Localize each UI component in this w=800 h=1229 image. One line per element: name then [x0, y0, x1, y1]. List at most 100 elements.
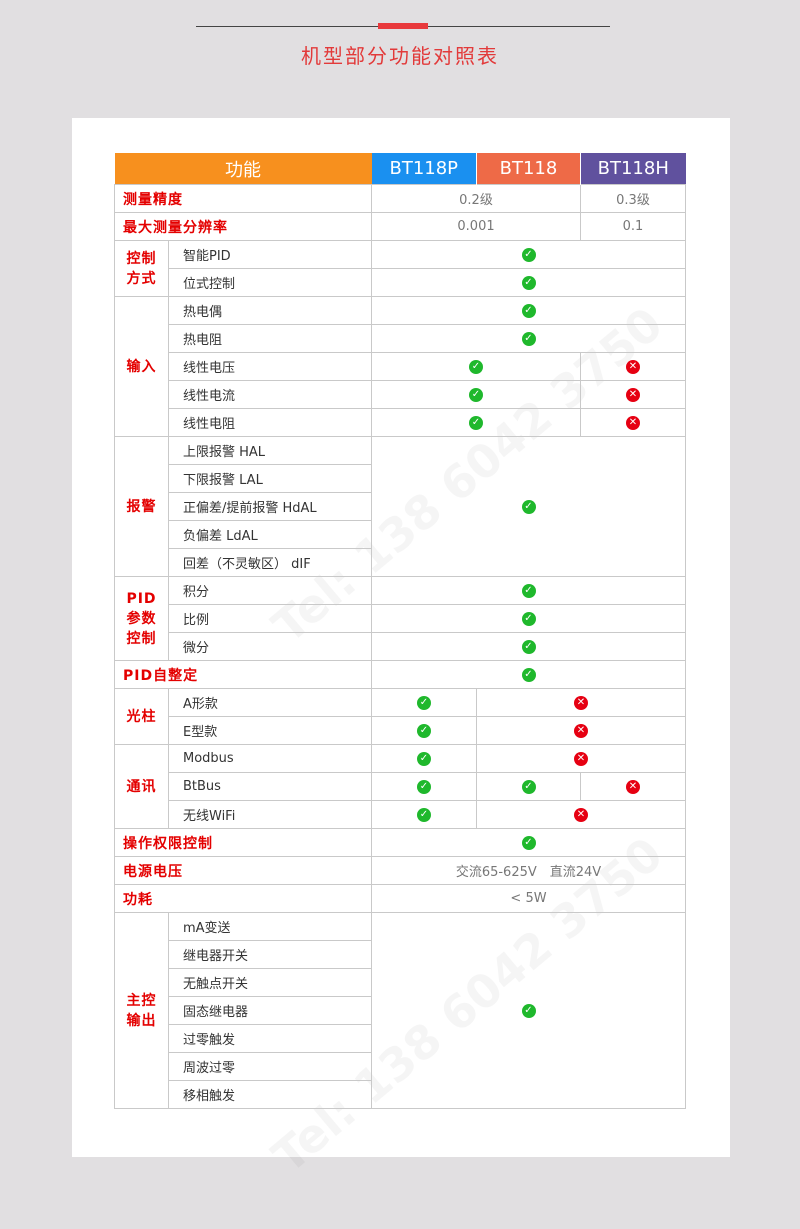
table-row: 最大测量分辨率 0.001 0.1 [114, 212, 686, 241]
feature-category: 操作权限控制 [114, 828, 372, 857]
table-row: 报警 上限报警 HAL ✓ [114, 436, 686, 577]
feature-category: 功耗 [114, 884, 372, 913]
feature-category: PID自整定 [114, 660, 372, 689]
feature-category: 电源电压 [114, 856, 372, 885]
feature-category: 输入 [114, 296, 169, 437]
value-cell: 0.1 [580, 212, 686, 241]
table-row: 过零触发 [115, 1024, 686, 1053]
support-cell: ✓ [371, 268, 686, 297]
table-row: 无触点开关 [115, 968, 686, 997]
header-bt118p: BT118P [371, 153, 477, 185]
table-row: E型款 ✓ ✕ [115, 716, 686, 745]
feature-item: Modbus [168, 744, 372, 773]
table-row: 移相触发 [115, 1080, 686, 1109]
feature-category: PID 参数 控制 [114, 576, 169, 661]
title-accent-bar [378, 23, 428, 29]
feature-item: E型款 [168, 716, 372, 745]
table-row: 主控 输出 mA变送 ✓ [114, 912, 686, 1109]
support-cell: ✓ [371, 604, 686, 633]
check-icon: ✓ [417, 751, 431, 766]
feature-item: 热电阻 [168, 324, 372, 353]
page-title: 机型部分功能对照表 [301, 44, 499, 68]
support-cell: ✓ [371, 240, 686, 269]
value-cell: 0.3级 [580, 184, 686, 213]
support-cell: ✓ [476, 772, 581, 801]
feature-item: 比例 [168, 604, 372, 633]
check-icon: ✓ [521, 835, 536, 850]
support-cell: ✓ [371, 828, 686, 857]
support-cell: ✓ [371, 436, 686, 577]
support-cell: ✓ [371, 660, 686, 689]
support-cell: ✕ [476, 716, 686, 745]
value-cell: 0.001 [371, 212, 581, 241]
support-cell: ✓ [371, 632, 686, 661]
cross-icon: ✕ [574, 751, 588, 766]
support-cell: ✓ [371, 408, 581, 437]
support-cell: ✕ [476, 744, 686, 773]
cross-icon: ✕ [626, 359, 640, 374]
table-row: 热电阻 ✓ [115, 324, 686, 353]
cross-icon: ✕ [574, 695, 588, 710]
feature-category: 主控 输出 [114, 912, 169, 1109]
table-row: PID 参数 控制 积分 ✓ [114, 576, 686, 661]
table-row: 线性电流 ✓ ✕ [115, 380, 686, 409]
table-row: 微分 ✓ [115, 632, 686, 661]
support-cell: ✓ [371, 688, 477, 717]
table-row: 光柱 A形款 ✓ ✕ [114, 688, 686, 745]
check-icon: ✓ [521, 303, 536, 318]
feature-item: 正偏差/提前报警 HdAL [168, 492, 372, 521]
check-icon: ✓ [417, 723, 431, 738]
check-icon: ✓ [417, 807, 431, 822]
header-function: 功能 [114, 153, 372, 185]
check-icon: ✓ [521, 499, 536, 514]
feature-category: 控制 方式 [114, 240, 169, 297]
table-row: 比例 ✓ [115, 604, 686, 633]
feature-item: 周波过零 [168, 1052, 372, 1081]
check-icon: ✓ [521, 611, 536, 626]
check-icon: ✓ [521, 247, 536, 262]
support-cell: ✓ [371, 744, 477, 773]
support-cell: ✓ [371, 912, 686, 1109]
feature-item: 线性电流 [168, 380, 372, 409]
table-row: 继电器开关 [115, 940, 686, 969]
feature-item: 积分 [168, 576, 372, 605]
table-row: PID自整定 ✓ [114, 660, 686, 689]
feature-item: 上限报警 HAL [168, 436, 372, 465]
feature-item: 微分 [168, 632, 372, 661]
header-bt118: BT118 [476, 153, 581, 185]
cross-icon: ✕ [626, 387, 640, 402]
support-cell: ✕ [476, 688, 686, 717]
feature-category: 测量精度 [114, 184, 372, 213]
check-icon: ✓ [417, 779, 431, 794]
support-cell: ✕ [580, 380, 686, 409]
feature-item: 无触点开关 [168, 968, 372, 997]
table-row: 线性电阻 ✓ ✕ [115, 408, 686, 437]
table-row: 输入 热电偶 ✓ [114, 296, 686, 437]
table-row: 无线WiFi ✓ ✕ [115, 800, 686, 829]
table-row: 电源电压 交流65-625V 直流24V [114, 856, 686, 885]
support-cell: ✓ [371, 324, 686, 353]
support-cell: ✕ [476, 800, 686, 829]
value-cell: 交流65-625V 直流24V [371, 856, 686, 885]
support-cell: ✓ [371, 800, 477, 829]
feature-item: 线性电阻 [168, 408, 372, 437]
feature-item: 继电器开关 [168, 940, 372, 969]
feature-item: 无线WiFi [168, 800, 372, 829]
feature-category: 报警 [114, 436, 169, 577]
table-row: 功耗 < 5W [114, 884, 686, 913]
feature-category: 光柱 [114, 688, 169, 745]
feature-item: BtBus [168, 772, 372, 801]
value-cell: < 5W [371, 884, 686, 913]
table-row: 控制 方式 智能PID ✓ [114, 240, 686, 297]
support-cell: ✓ [371, 296, 686, 325]
table-row: 位式控制 ✓ [115, 268, 686, 297]
table-row: 固态继电器 [115, 996, 686, 1025]
feature-category: 通讯 [114, 744, 169, 829]
feature-item: 负偏差 LdAL [168, 520, 372, 549]
table-row: 回差（不灵敏区） dIF [115, 548, 686, 577]
feature-item: 线性电压 [168, 352, 372, 381]
feature-item: A形款 [168, 688, 372, 717]
feature-item: 智能PID [168, 240, 372, 269]
feature-item: 移相触发 [168, 1080, 372, 1109]
feature-item: 位式控制 [168, 268, 372, 297]
